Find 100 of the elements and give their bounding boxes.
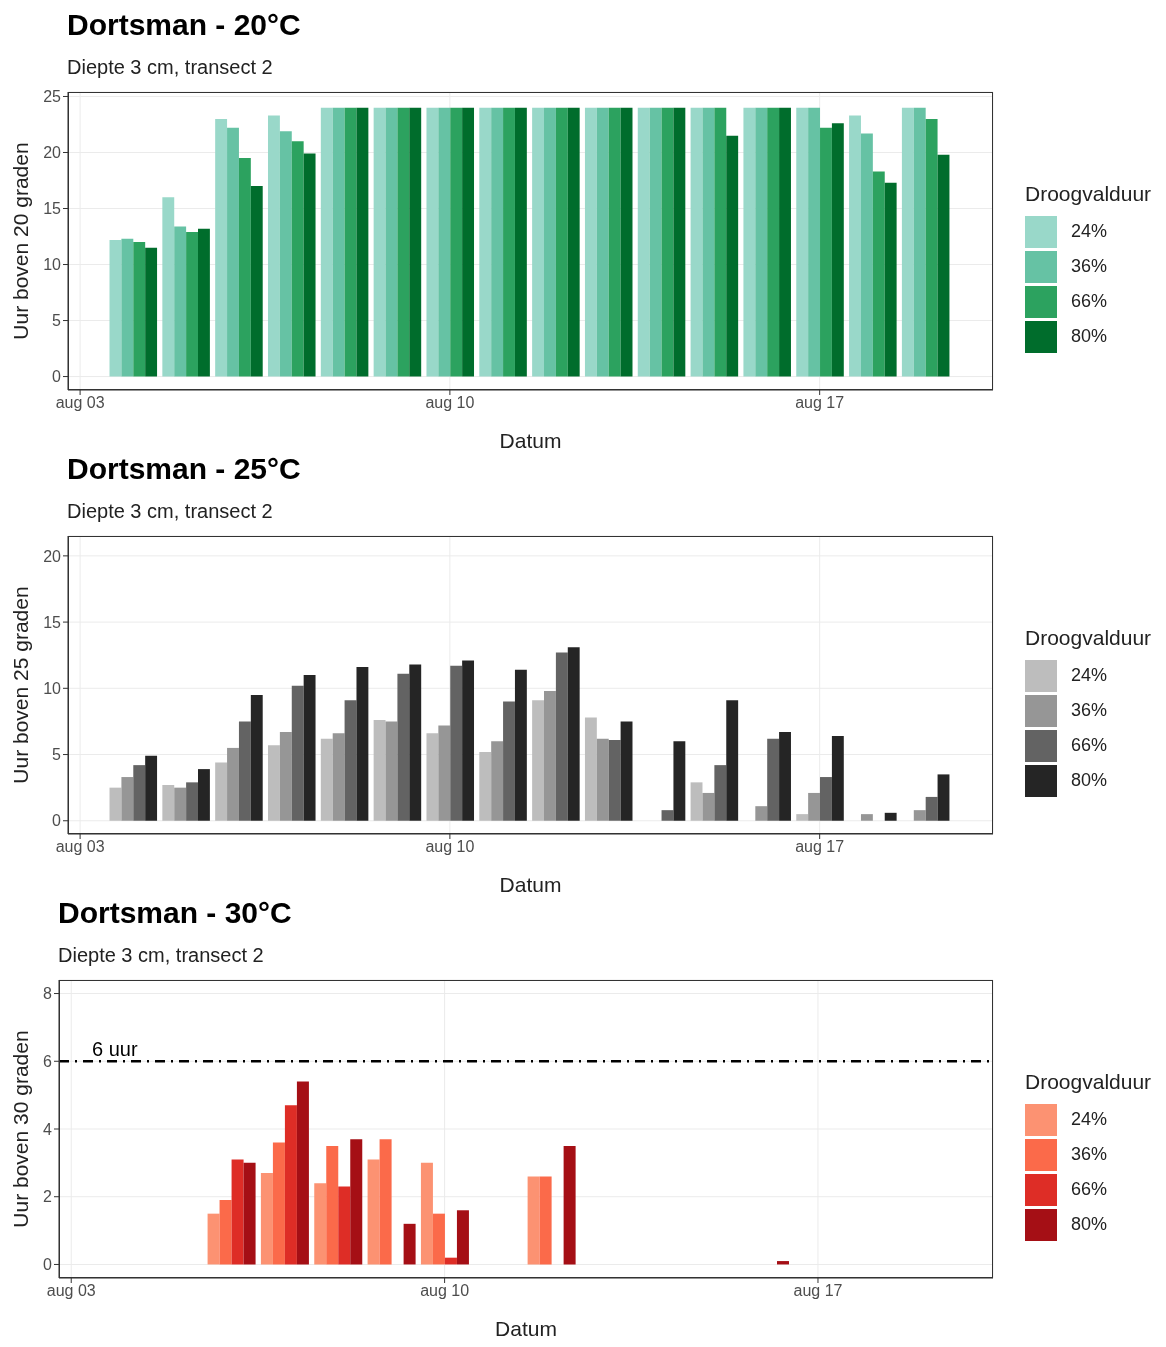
bar (409, 664, 422, 821)
x-axis-title: Datum (495, 1317, 557, 1340)
chart-title: Dortsman - 25°C (67, 452, 301, 486)
bar (661, 810, 674, 821)
bar (462, 660, 475, 821)
bar (673, 107, 686, 377)
bar (755, 806, 768, 821)
bar (690, 107, 703, 377)
bar (207, 1213, 220, 1265)
bar (373, 107, 386, 377)
bar (608, 739, 621, 821)
x-tick-label: aug 03 (55, 394, 105, 412)
bar (637, 107, 650, 377)
bar (820, 127, 832, 377)
bar (527, 1176, 540, 1265)
bar (714, 765, 727, 821)
bar (227, 747, 239, 821)
y-tick-label: 0 (52, 812, 62, 830)
legend-label: 80% (1071, 1214, 1108, 1235)
y-tick-label: 10 (43, 256, 62, 274)
chart-title: Dortsman - 20°C (67, 8, 301, 42)
bar (860, 133, 873, 377)
bar (279, 131, 292, 377)
bar (544, 107, 556, 377)
bar (584, 107, 597, 377)
bar (767, 738, 780, 821)
bar (608, 107, 621, 377)
y-tick-label: 15 (43, 613, 62, 631)
bar (649, 107, 662, 377)
bar (186, 782, 198, 821)
bar (186, 232, 198, 377)
bar (320, 107, 333, 377)
bar (555, 652, 568, 821)
legend-label: 24% (1071, 665, 1108, 686)
bar (726, 700, 739, 821)
bar (332, 733, 345, 821)
bar (303, 153, 316, 377)
bar (567, 647, 580, 821)
bar (272, 1142, 285, 1265)
bar (796, 107, 809, 377)
bar (174, 787, 187, 821)
x-tick-label: aug 03 (46, 1282, 96, 1300)
x-tick-label: aug 10 (425, 838, 475, 856)
bar (796, 814, 809, 821)
chart-subtitle: Diepte 3 cm, transect 2 (67, 56, 273, 79)
bar (438, 725, 451, 821)
bar (596, 107, 609, 377)
bar (238, 721, 251, 821)
x-axis-title: Datum (499, 429, 562, 452)
bar (661, 107, 674, 377)
bar (356, 667, 369, 821)
bar (397, 107, 410, 377)
legend-label: 24% (1071, 221, 1108, 242)
x-tick-label: aug 03 (55, 838, 105, 856)
x-tick-label: aug 10 (420, 1282, 470, 1300)
x-tick-label: aug 17 (795, 394, 845, 412)
bar (227, 127, 239, 377)
y-tick-label: 5 (52, 746, 62, 764)
y-tick-label: 25 (43, 88, 62, 106)
bar (702, 792, 715, 821)
bar (831, 123, 844, 377)
y-tick-label: 20 (43, 547, 62, 565)
x-axis-title: Datum (499, 873, 562, 896)
bar (479, 751, 492, 821)
chart-subtitle: Diepte 3 cm, transect 2 (58, 944, 264, 967)
bar (121, 777, 134, 821)
y-tick-label: 8 (43, 985, 53, 1003)
bar (260, 1173, 273, 1265)
legend-label: 24% (1071, 1109, 1108, 1130)
bar (426, 107, 439, 377)
bar (726, 135, 739, 377)
bar (860, 814, 873, 821)
bar (133, 242, 146, 377)
bar (385, 721, 398, 821)
bar (596, 738, 609, 821)
bar (714, 107, 727, 377)
bar (145, 247, 158, 377)
bar (702, 107, 715, 377)
bar (937, 154, 950, 377)
x-tick-label: aug 17 (795, 838, 845, 856)
bar (820, 777, 832, 821)
y-tick-label: 4 (43, 1120, 53, 1138)
bar (291, 141, 304, 377)
bar (884, 812, 897, 821)
bar (303, 675, 316, 821)
legend-label: 80% (1071, 326, 1108, 347)
bar (831, 735, 844, 821)
y-tick-label: 0 (52, 368, 62, 386)
bar (438, 107, 451, 377)
bar (925, 118, 938, 377)
bar (268, 115, 280, 377)
bar (250, 694, 263, 821)
bar (450, 665, 463, 821)
bar (367, 1159, 380, 1265)
bar (884, 182, 897, 377)
bar (567, 107, 580, 377)
chart-subtitle: Diepte 3 cm, transect 2 (67, 500, 273, 523)
bar (755, 107, 768, 377)
legend-label: 66% (1071, 1179, 1108, 1200)
bar (563, 1145, 576, 1265)
